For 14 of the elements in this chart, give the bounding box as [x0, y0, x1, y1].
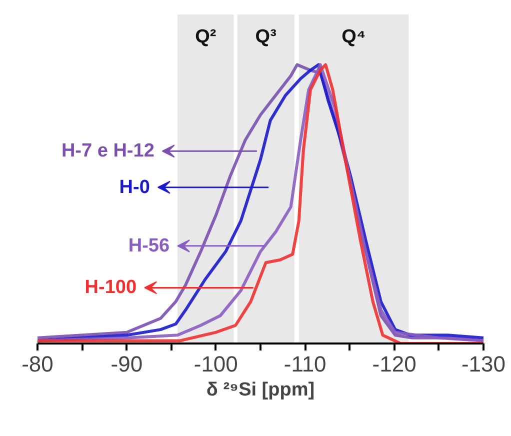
x-tick-label: -100	[194, 352, 238, 376]
x-tick-label: -90	[110, 352, 143, 376]
band-label: Q³	[255, 26, 276, 48]
legend-label: H-0	[119, 176, 150, 198]
band-label: Q²	[195, 26, 216, 48]
x-tick-label: -80	[22, 352, 54, 376]
legend-label: H-100	[84, 277, 137, 298]
x-tick-label: -110	[284, 352, 326, 376]
x-tick-label: -130	[461, 352, 506, 376]
x-tick-label: -120	[372, 352, 416, 376]
legend-label: H-7 e H-12	[61, 140, 154, 162]
x-axis-title: δ ²⁹Si [ppm]	[206, 380, 315, 400]
legend-label: H-56	[128, 235, 170, 256]
band-label: Q⁴	[342, 26, 366, 48]
